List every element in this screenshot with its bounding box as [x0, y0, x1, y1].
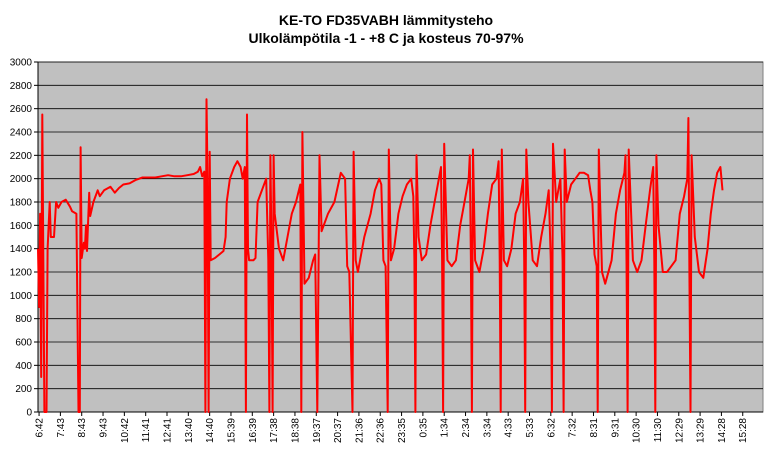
x-tick-label: 18:38 — [290, 418, 301, 443]
x-tick-label: 5:33 — [525, 418, 536, 438]
x-tick-label: 12:29 — [674, 418, 685, 443]
y-tick-label: 2200 — [10, 151, 33, 162]
x-tick-label: 15:39 — [226, 418, 237, 443]
x-tick-label: 11:30 — [653, 418, 664, 443]
x-tick-label: 11:41 — [141, 418, 152, 443]
y-tick-label: 2800 — [10, 81, 33, 92]
x-tick-label: 3:34 — [482, 418, 493, 438]
x-tick-label: 8:31 — [589, 418, 600, 438]
x-tick-label: 20:37 — [333, 418, 344, 443]
x-tick-label: 14:28 — [717, 418, 728, 443]
x-tick-label: 2:34 — [461, 418, 472, 438]
x-tick-label: 21:36 — [354, 418, 365, 443]
x-tick-label: 10:42 — [120, 418, 131, 443]
x-tick-label: 0:35 — [418, 418, 429, 438]
x-tick-label: 13:40 — [184, 418, 195, 443]
series-line — [37, 98, 724, 413]
x-tick-label: 10:30 — [632, 418, 643, 443]
x-tick-label: 16:39 — [248, 418, 259, 443]
y-tick-label: 800 — [15, 314, 32, 325]
y-tick-label: 1400 — [10, 244, 33, 255]
x-tick-label: 15:28 — [738, 418, 749, 443]
x-tick-label: 7:43 — [56, 418, 67, 438]
chart-subtitle: Ulkolämpötila -1 - +8 C ja kosteus 70-97… — [248, 30, 524, 46]
x-tick-label: 9:43 — [99, 418, 110, 438]
x-tick-label: 7:32 — [568, 418, 579, 438]
x-tick-label: 4:33 — [504, 418, 515, 438]
y-tick-label: 2600 — [10, 104, 33, 115]
x-tick-label: 6:42 — [35, 418, 46, 438]
y-tick-label: 1800 — [10, 198, 33, 209]
x-tick-label: 6:32 — [546, 418, 557, 438]
y-tick-label: 200 — [15, 384, 32, 395]
plot-background — [37, 61, 764, 413]
x-tick-label: 17:38 — [269, 418, 280, 443]
y-tick-label: 2400 — [10, 128, 33, 139]
x-tick-label: 9:31 — [610, 418, 621, 438]
x-tick-label: 12:41 — [163, 418, 174, 443]
y-tick-label: 600 — [15, 338, 32, 349]
x-tick-label: 23:35 — [397, 418, 408, 443]
y-tick-label: 400 — [15, 361, 32, 372]
x-tick-label: 14:40 — [205, 418, 216, 443]
y-tick-label: 3000 — [10, 58, 33, 69]
y-tick-label: 1600 — [10, 221, 33, 232]
chart-title: KE-TO FD35VABH lämmitysteho — [278, 12, 494, 28]
x-tick-label: 1:34 — [440, 418, 451, 438]
x-tick-label: 19:37 — [312, 418, 323, 443]
y-tick-label: 1200 — [10, 268, 33, 279]
x-tick-label: 13:29 — [696, 418, 707, 443]
y-tick-label: 2000 — [10, 174, 33, 185]
y-tick-label: 1000 — [10, 291, 33, 302]
x-tick-label: 8:43 — [77, 418, 88, 438]
x-tick-label: 22:36 — [376, 418, 387, 443]
y-tick-label: 0 — [26, 408, 32, 419]
